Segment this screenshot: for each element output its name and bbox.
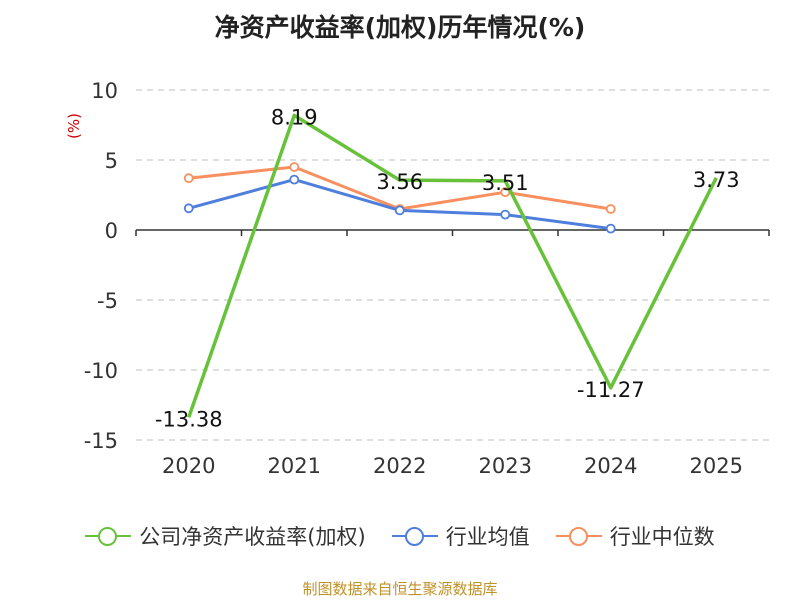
x-tick-label: 2020 [162, 454, 215, 478]
source-note: 制图数据来自恒生聚源数据库 [302, 580, 498, 598]
data-point [394, 205, 405, 216]
series-line-0 [187, 113, 718, 418]
data-label: -13.38 [155, 407, 223, 431]
y-tick-label: -15 [84, 429, 118, 453]
x-tick-label: 2025 [690, 454, 743, 478]
legend: 公司净资产收益率(加权) 行业均值 行业中位数 [0, 518, 800, 554]
y-tick-label: 10 [91, 79, 118, 103]
data-label: -11.27 [577, 378, 645, 402]
y-tick-label: -5 [97, 289, 118, 313]
legend-circle-icon [98, 527, 118, 546]
x-tick-label: 2024 [584, 454, 637, 478]
data-point [605, 204, 616, 214]
data-point [183, 203, 194, 214]
legend-circle-icon [404, 527, 424, 546]
y-tick-label: -10 [84, 359, 118, 383]
y-axis-unit-label: (%) [65, 113, 83, 139]
data-point [500, 209, 511, 220]
x-tick-label: 2023 [479, 454, 532, 478]
legend-label-industry-median: 行业中位数 [609, 525, 715, 549]
data-point [183, 173, 194, 184]
legend-swatch-industry-median [555, 526, 602, 546]
data-label: 8.19 [271, 105, 318, 129]
legend-circle-icon [568, 527, 588, 546]
x-tick-label: 2022 [373, 454, 426, 478]
y-tick-label: 5 [105, 149, 118, 173]
legend-label-industry-avg: 行业均值 [445, 525, 530, 549]
data-point [289, 174, 300, 185]
legend-item-industry-median[interactable]: 行业中位数 [555, 521, 715, 551]
legend-item-industry-avg[interactable]: 行业均值 [391, 521, 530, 551]
data-label: 3.56 [376, 170, 423, 194]
chart-title: 净资产收益率(加权)历年情况(%) [214, 13, 586, 42]
legend-swatch-industry-avg [391, 526, 438, 546]
legend-label-company: 公司净资产收益率(加权) [139, 525, 366, 549]
data-point [289, 162, 300, 172]
legend-swatch-company [85, 526, 132, 546]
data-point [605, 223, 616, 234]
y-tick-label: 0 [105, 219, 118, 243]
data-label: 3.73 [693, 168, 740, 192]
data-label: 3.51 [482, 171, 529, 195]
legend-item-company[interactable]: 公司净资产收益率(加权) [85, 521, 366, 551]
x-tick-label: 2021 [268, 454, 321, 478]
